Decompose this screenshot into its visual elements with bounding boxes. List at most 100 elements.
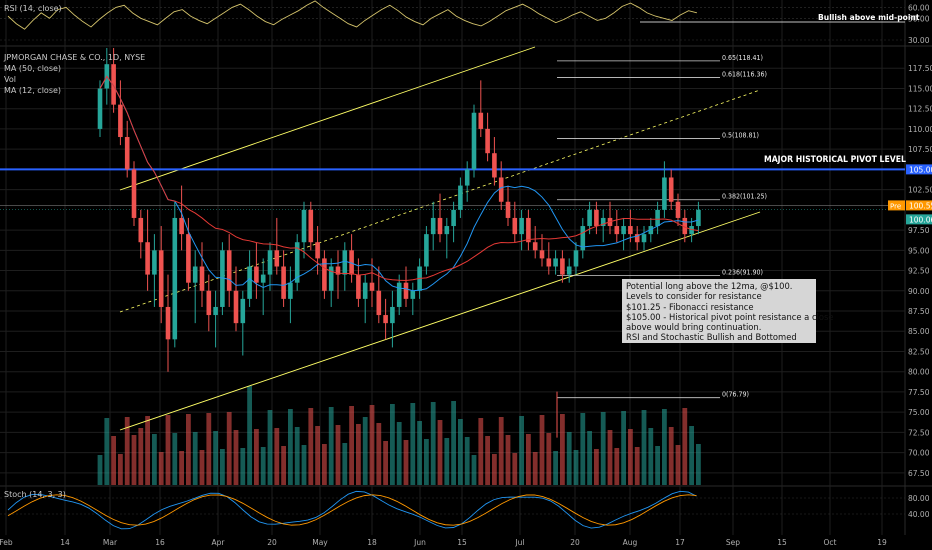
study-ma50[interactable]: MA (50, close) <box>4 64 62 73</box>
channel-upper <box>119 46 536 191</box>
candle-body <box>655 209 660 227</box>
candle-body <box>383 315 388 324</box>
study-vol[interactable]: Vol <box>4 75 16 84</box>
date-tick-label: 16 <box>155 538 165 547</box>
volume-bar <box>546 433 552 485</box>
volume-bar <box>186 414 191 485</box>
candle-body <box>158 250 164 307</box>
candle-body <box>682 217 688 235</box>
candle-body <box>376 290 382 316</box>
pivot-tag-text: 105.00 <box>909 165 932 174</box>
candle-body <box>662 177 667 210</box>
volume-bar <box>220 449 225 485</box>
axes: 117.50 115.00 112.50 110.00 107.50 102.50 97.5… <box>0 64 932 547</box>
candle-body <box>301 209 307 243</box>
candle-body <box>165 306 171 340</box>
volume-bar <box>628 429 633 485</box>
volume-bar <box>322 444 327 485</box>
candle-body <box>526 217 531 243</box>
note-line: Potential long above the 12ma, @$100. <box>626 281 793 291</box>
candle-body <box>335 266 341 275</box>
volume-bar <box>335 425 341 485</box>
price-tick-label: 80.00 <box>908 368 930 377</box>
candle-body <box>628 226 633 235</box>
fib-label: 0.65(118.41) <box>722 54 763 62</box>
candle-body <box>274 250 280 267</box>
volume-bar <box>458 419 463 485</box>
note-line: Levels to consider for resistance <box>626 291 762 302</box>
volume-bar <box>240 448 246 485</box>
volume-bar <box>662 409 667 485</box>
price-tick-label: 77.50 <box>908 388 930 397</box>
candle-body <box>213 306 218 316</box>
price-tick-label: 82.50 <box>908 347 930 356</box>
volume-bar <box>172 433 178 485</box>
candle-body <box>328 266 334 291</box>
candle-body <box>566 266 572 275</box>
candle-body <box>403 282 409 299</box>
price-tick-label: 107.50 <box>908 145 932 154</box>
volume-bar <box>498 417 504 485</box>
candle-body <box>553 258 558 267</box>
candle-body <box>532 242 538 251</box>
price-tick-label: 95.00 <box>908 246 930 255</box>
candle-body <box>498 177 504 202</box>
volume-bar <box>621 411 626 485</box>
pre-tag-label: Pre <box>890 202 901 210</box>
volume-bar <box>124 417 130 485</box>
volume-bar <box>580 413 586 485</box>
volume-bar <box>519 416 524 485</box>
candle-body <box>621 226 626 235</box>
volume-bar <box>668 427 674 485</box>
rsi-title[interactable]: RSI (14, close) <box>4 4 62 13</box>
rsi-note: Bullish above mid-point <box>818 13 920 22</box>
analysis-note: Potential long above the 12ma, @$100. Le… <box>622 279 834 343</box>
price-tick-label: 75.00 <box>908 408 930 417</box>
date-tick-label: 20 <box>570 538 580 547</box>
volume-bar <box>532 452 538 485</box>
rsi-tick-label: 30.00 <box>908 36 930 45</box>
volume-bar <box>118 454 123 485</box>
candle-body <box>444 226 450 235</box>
candle-body <box>634 234 640 243</box>
volume-bar <box>138 428 144 485</box>
candle-body <box>668 177 674 202</box>
candle-body <box>342 250 348 275</box>
candle-body <box>594 209 599 227</box>
volume-bar <box>492 454 497 485</box>
main-legend[interactable]: JPMORGAN CHASE & CO., 1D, NYSE MA (50, c… <box>4 52 145 96</box>
stoch-title[interactable]: Stoch (14, 3, 3) <box>4 490 66 499</box>
date-tick-label: 15 <box>777 538 787 547</box>
study-ma12[interactable]: MA (12, close) <box>4 86 62 95</box>
volume-bar <box>641 410 647 485</box>
note-line: above would bring continuation. <box>626 322 762 333</box>
candle-body <box>281 266 286 299</box>
trend-channel <box>0 46 905 431</box>
candle-body <box>539 250 545 259</box>
volume-bar <box>696 444 701 485</box>
volume-bar <box>267 410 273 485</box>
date-tick-label: Jun <box>413 538 426 547</box>
date-tick-label: Mar <box>103 538 118 547</box>
volume-bar <box>328 407 334 485</box>
volume-bar <box>294 427 300 485</box>
last-price-text: 100.06 <box>909 215 932 224</box>
candle-body <box>458 185 463 210</box>
price-tick-label: 85.00 <box>908 327 930 336</box>
candle-body <box>267 250 273 275</box>
volume-bar <box>566 432 572 485</box>
candle-body <box>485 128 490 154</box>
pre-tag <box>888 200 905 211</box>
price-tick-label: 92.50 <box>908 267 930 276</box>
candle-body <box>424 234 429 267</box>
candlesticks <box>97 48 701 372</box>
last-price-tag <box>906 214 932 225</box>
candle-body <box>390 306 395 324</box>
price-tick-label: 102.50 <box>908 186 932 195</box>
volume-bar <box>383 441 388 485</box>
candle-body <box>220 250 225 307</box>
candle-body <box>206 290 212 316</box>
fib-label: 0(76.79) <box>722 391 749 399</box>
candle-body <box>111 64 116 105</box>
